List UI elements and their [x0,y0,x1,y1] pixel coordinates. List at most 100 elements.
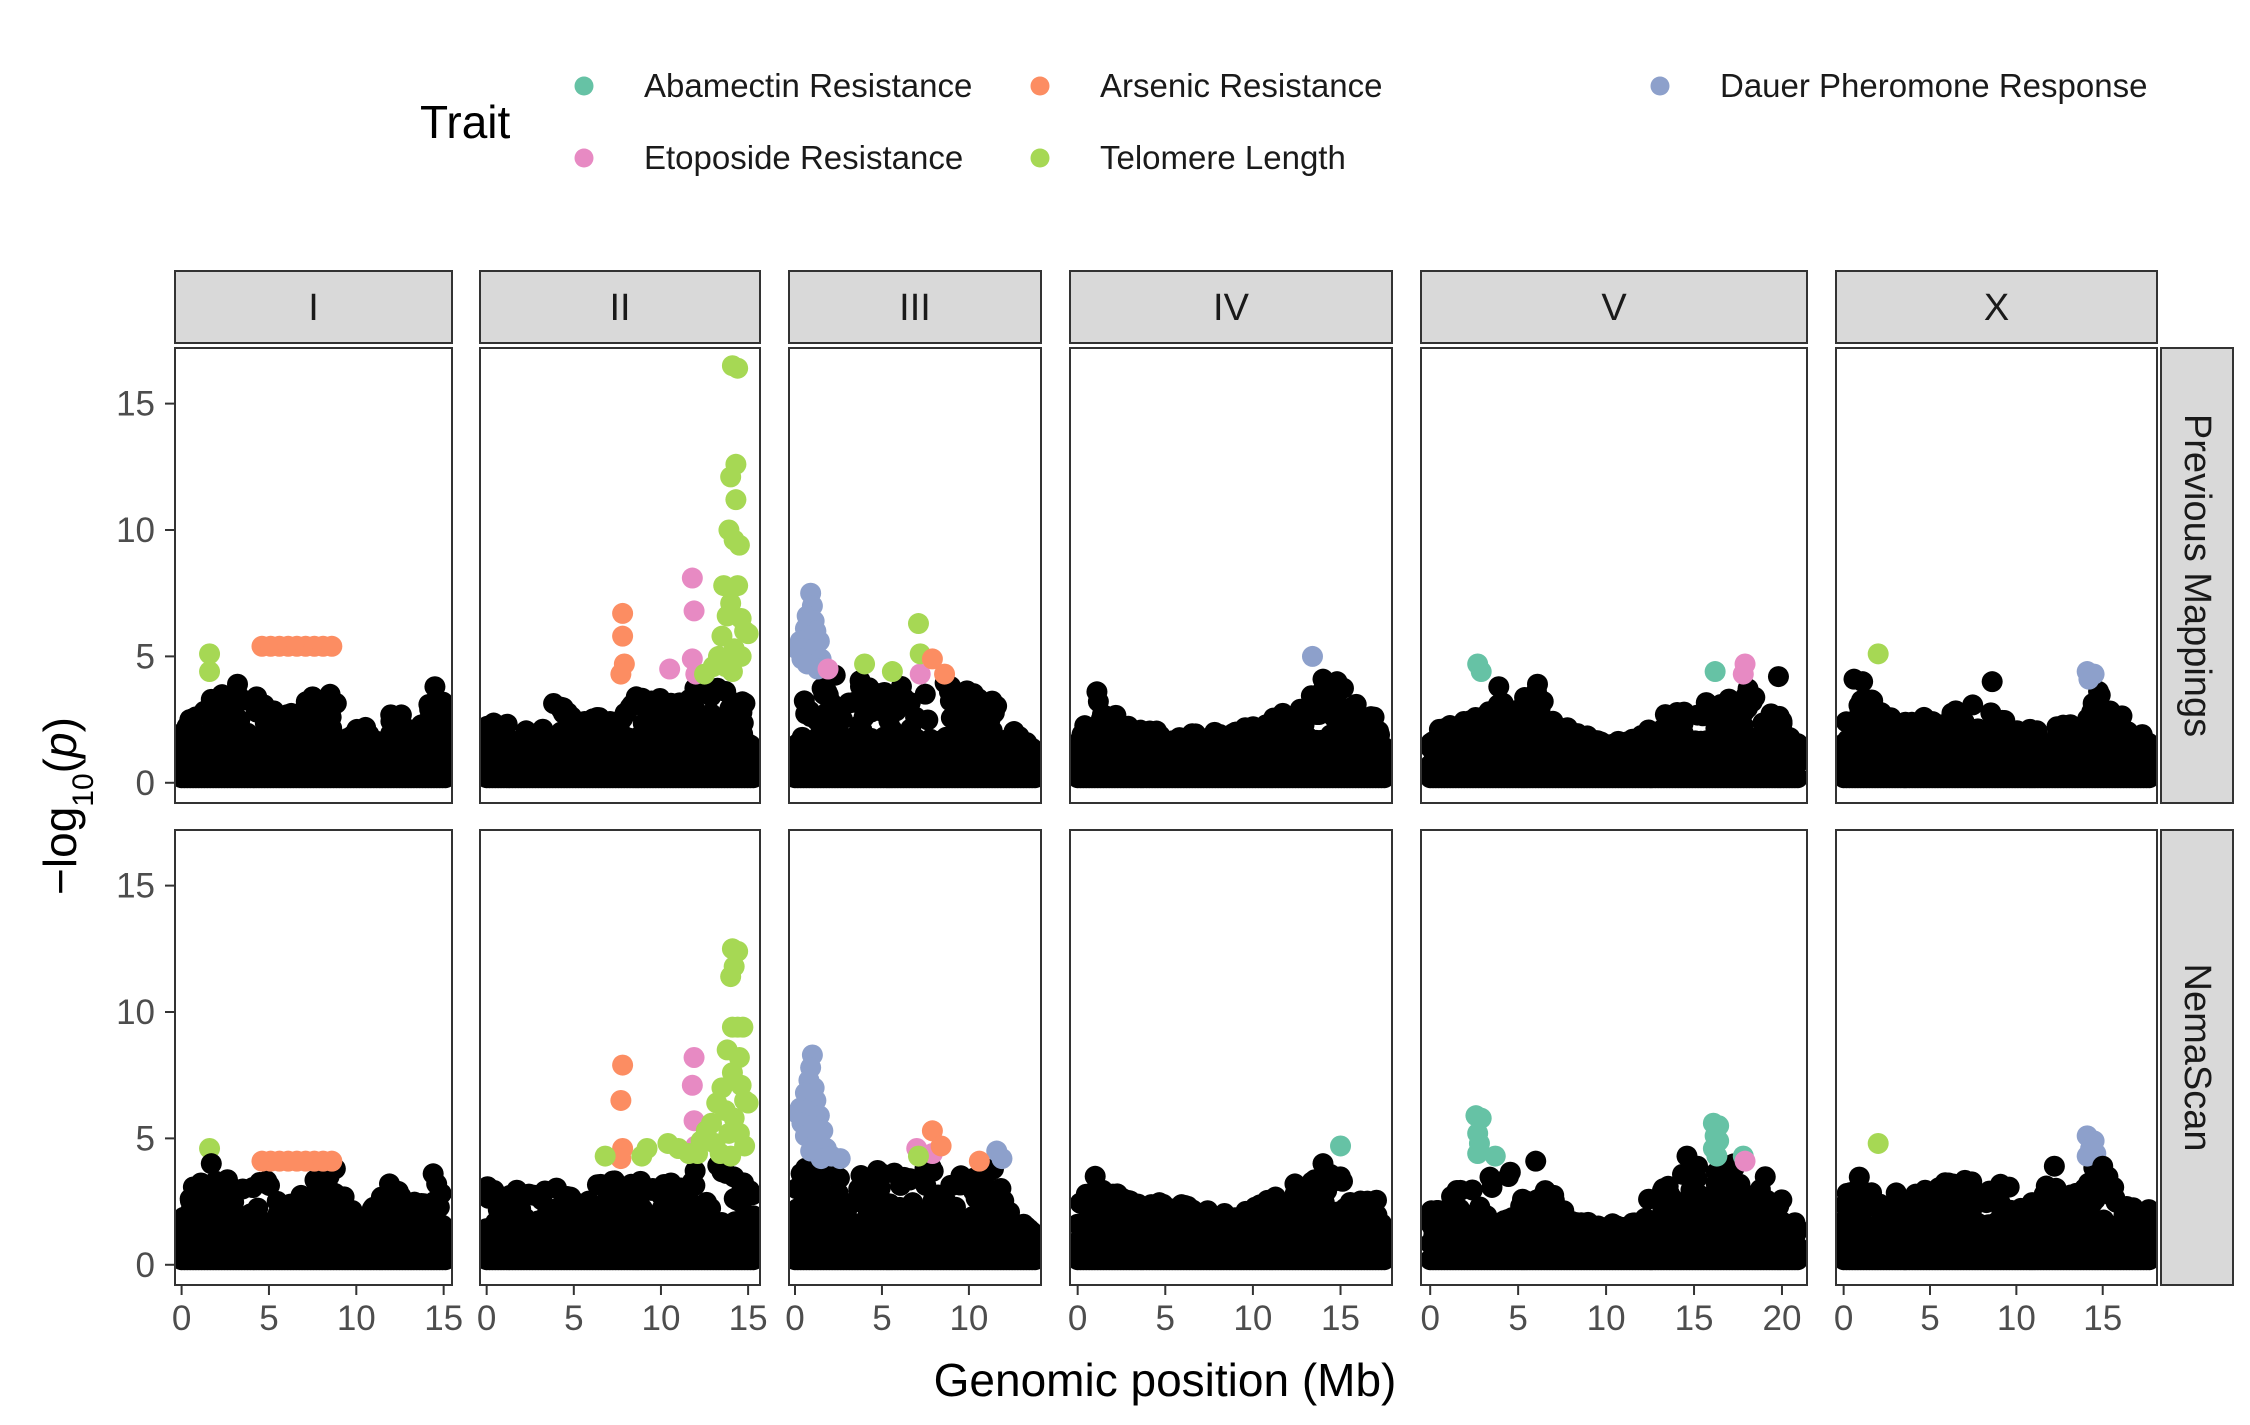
strip-background [174,270,453,344]
facet-panel [788,347,1042,804]
background-point [1768,714,1790,736]
background-point [627,726,649,748]
background-point [1488,676,1510,698]
background-point [604,1170,626,1192]
background-point [1432,732,1454,754]
background-point [1507,707,1529,729]
background-point [1710,693,1732,715]
column-strip-label: I [308,287,319,329]
background-point [868,746,890,768]
row-strip: NemaScan [2160,829,2234,1286]
trait-point [934,663,956,685]
background-point [301,726,323,748]
background-point [534,1180,556,1202]
background-point [263,700,285,722]
background-point [560,1194,582,1216]
background-point [685,1214,707,1236]
background-point [180,1221,202,1243]
background-point [546,731,568,753]
background-point [626,1193,648,1215]
background-point [1526,673,1548,695]
background-point [690,714,712,736]
background-point [504,745,526,767]
background-point [480,715,498,737]
background-point [719,697,741,719]
background-point [1496,744,1518,766]
background-point [816,681,838,703]
background-point [587,1221,609,1243]
trait-point [881,661,903,683]
background-point [1326,671,1348,693]
background-point [390,1218,412,1240]
background-point [704,738,726,760]
column-strip-label: III [899,287,931,329]
points-layer [789,582,1041,789]
background-point [732,712,754,734]
background-point [1363,706,1385,728]
trait-point [199,643,221,665]
background-point [1101,733,1123,755]
background-point [739,1180,760,1202]
background-point [1211,746,1233,768]
background-point [946,696,968,718]
background-point [742,1249,760,1271]
background-point [680,745,702,767]
column-strip: III [788,270,1042,344]
points-layer [480,355,760,789]
legend-key-dot [1030,76,1050,96]
trait-point [1470,661,1492,683]
background-point [960,722,982,744]
trait-point [610,1089,632,1111]
background-point [1480,737,1502,759]
trait-point [725,489,747,511]
background-point [386,745,408,767]
legend-key-dot [574,148,594,168]
background-point [1692,705,1714,727]
trait-point [907,613,929,635]
background-point [273,1205,295,1227]
trait-point [612,625,634,647]
background-point [721,743,743,765]
background-point [935,726,957,748]
facet-panel [1069,347,1393,804]
background-point [1455,745,1477,767]
background-point [339,1225,361,1247]
background-point [1964,746,1986,768]
background-point [1661,725,1683,747]
background-point [1836,711,1857,733]
background-point [919,744,941,766]
panel-border [479,347,761,804]
background-point [1896,721,1918,743]
background-point [851,745,873,767]
legend: Trait Abamectin Resistance Arsenic Resist… [420,67,2147,176]
trait-point [1867,643,1889,665]
background-point [1552,732,1574,754]
trait-point [321,1150,343,1172]
points-layer [789,1044,1041,1271]
facet-panel [1835,347,2158,804]
background-point [791,726,813,748]
panel-border [1420,347,1808,804]
trait-point [199,661,221,683]
background-point [491,1212,513,1234]
trait-point [727,357,749,379]
background-point [1585,745,1607,767]
background-point [1874,712,1896,734]
background-point [378,1173,400,1195]
background-point [256,1170,278,1192]
background-point [742,767,760,789]
trait-point [631,1145,653,1167]
background-point [192,1189,214,1211]
background-point [860,701,882,723]
trait-point [921,648,943,670]
background-point [1373,767,1392,789]
legend-key-dot [1030,148,1050,168]
background-point [1024,767,1041,789]
background-point [480,1186,499,1208]
trait-point [2078,668,2100,690]
trait-point [1704,661,1726,683]
facet-panel [174,829,453,1286]
background-point [419,698,441,720]
legend-label: Arsenic Resistance [1100,67,1382,104]
background-point [1734,689,1756,711]
